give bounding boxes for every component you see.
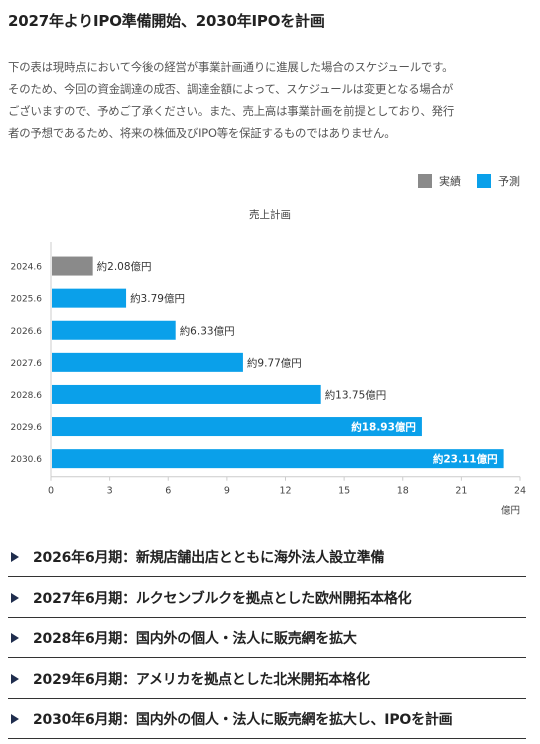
milestone-item: 2027年6月期：ルクセンブルクを拠点とした欧州開拓本格化 — [8, 579, 526, 618]
milestone-item: 2029年6月期：アメリカを拠点とした北米開拓本格化 — [8, 660, 526, 699]
bar-value-label: 約13.75億円 — [325, 388, 387, 401]
category-label: 2026.6 — [11, 327, 43, 337]
disclaimer-line: そのため、今回の資金調達の成否、調達金額によって、スケジュールは変更となる場合が — [8, 82, 454, 96]
disclaimer-line: ございますので、予めご了承ください。また、売上高は事業計画を前提としており、発行 — [8, 104, 455, 118]
milestone-text: 2030年6月期：国内外の個人・法人に販売網を拡大し、IPOを計画 — [33, 712, 453, 728]
x-tick-label: 18 — [397, 486, 409, 497]
milestone-text: 2027年6月期：ルクセンブルクを拠点とした欧州開拓本格化 — [33, 590, 412, 607]
disclaimer-text: 下の表は現時点において今後の経営が事業計画通りに進展した場合のスケジュールです。… — [8, 56, 530, 144]
triangle-marker-icon — [11, 714, 19, 724]
x-tick-label: 3 — [107, 486, 113, 497]
bar-value-label: 約18.93億円 — [351, 421, 416, 434]
category-label: 2027.6 — [11, 359, 43, 369]
bar-actual — [52, 256, 93, 276]
milestone-text: 2029年6月期：アメリカを拠点とした北米開拓本格化 — [33, 671, 370, 688]
legend-swatch-actual — [418, 174, 432, 188]
bar-forecast — [52, 352, 243, 372]
bar-value-label: 約9.77億円 — [247, 356, 302, 369]
milestone-text: 2026年6月期：新規店舗出店とともに海外法人設立準備 — [33, 550, 385, 566]
disclaimer-line: 者の予想であるため、将来の株価及びIPO等を保証するものではありません。 — [8, 126, 396, 140]
bar-value-label: 約2.08億円 — [97, 260, 152, 273]
milestone-text: 2028年6月期：国内外の個人・法人に販売網を拡大 — [33, 631, 357, 647]
x-tick-label: 9 — [224, 486, 230, 497]
legend-swatch-forecast — [477, 174, 491, 188]
category-label: 2024.6 — [11, 263, 43, 273]
bar-forecast — [52, 320, 176, 340]
triangle-marker-icon — [11, 592, 19, 603]
sales-bar-chart: 0 3 6 9 12 15 18 21 24 億円 2024.6 約2.08億円 2025.6 約3.79… — [11, 242, 526, 517]
chart-title: 売上計画 — [249, 209, 291, 221]
legend-label-actual: 実績 — [439, 175, 461, 188]
x-tick-label: 6 — [165, 486, 171, 497]
disclaimer-line: 下の表は現時点において今後の経営が事業計画通りに進展した場合のスケジュールです。 — [8, 60, 454, 74]
x-axis-unit: 億円 — [501, 505, 520, 517]
page-title: 2027年よりIPO準備開始、2030年IPOを計画 — [8, 12, 325, 30]
milestone-item: 2030年6月期：国内外の個人・法人に販売網を拡大し、IPOを計画 — [8, 700, 526, 739]
x-tick-label: 12 — [279, 486, 291, 497]
chart-legend: 実績 予測 — [402, 173, 520, 189]
milestone-item: 2028年6月期：国内外の個人・法人に販売網を拡大 — [8, 619, 526, 658]
x-tick-label: 21 — [455, 486, 467, 497]
bar-forecast — [52, 449, 504, 469]
triangle-marker-icon — [11, 633, 19, 643]
category-label: 2028.6 — [11, 391, 43, 401]
category-label: 2029.6 — [11, 423, 43, 433]
bar-forecast — [52, 288, 127, 308]
bar-forecast — [52, 417, 422, 437]
legend-item-forecast: 予測 — [477, 173, 520, 189]
category-label: 2025.6 — [11, 295, 43, 305]
x-tick-label: 15 — [338, 486, 350, 497]
triangle-marker-icon — [11, 673, 19, 684]
milestone-item: 2026年6月期：新規店舗出店とともに海外法人設立準備 — [8, 538, 526, 577]
category-label: 2030.6 — [11, 455, 43, 465]
bar-value-label: 約6.33億円 — [180, 324, 235, 337]
x-tick-label: 0 — [48, 486, 54, 497]
x-tick-label: 24 — [514, 486, 526, 497]
bar-value-label: 約3.79億円 — [130, 292, 185, 305]
bar-forecast — [52, 384, 321, 404]
bar-value-label: 約23.11億円 — [433, 453, 498, 466]
legend-item-actual: 実績 — [418, 173, 461, 189]
triangle-marker-icon — [11, 552, 19, 562]
milestone-list: 2026年6月期：新規店舗出店とともに海外法人設立準備 2027年6月期：ルクセ… — [8, 538, 526, 741]
legend-label-forecast: 予測 — [498, 175, 520, 188]
